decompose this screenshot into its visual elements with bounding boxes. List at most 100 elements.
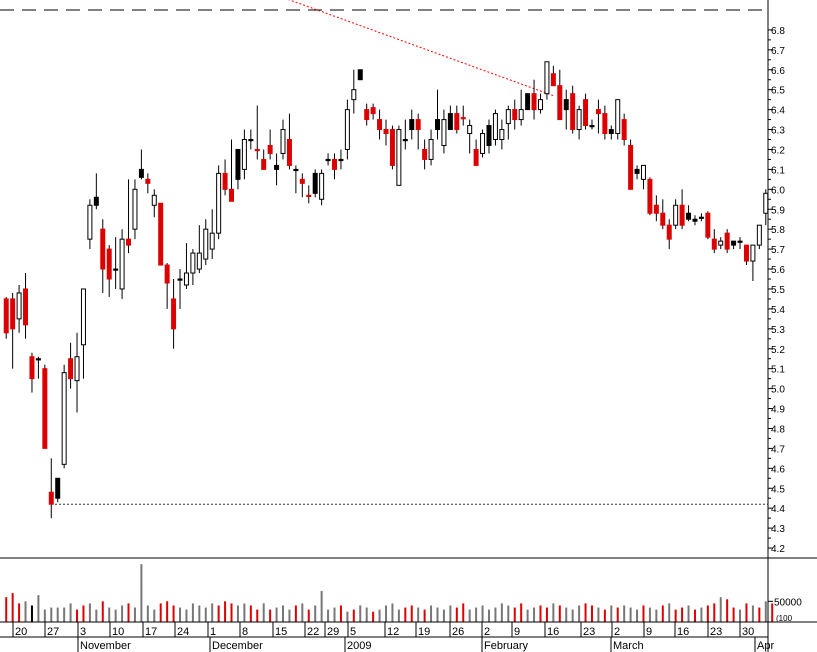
candle <box>673 199 679 230</box>
candle-body <box>473 148 479 166</box>
price-tick-label: 5.5 <box>771 285 785 296</box>
volume-bar <box>327 609 330 622</box>
candle-body <box>229 188 235 202</box>
volume-bar <box>153 609 156 622</box>
volume-bar <box>771 603 774 622</box>
candle <box>743 244 749 266</box>
volume-bar <box>320 591 323 622</box>
volume-bar <box>56 607 59 622</box>
candle-body <box>460 117 466 120</box>
price-tick-label: 4.5 <box>771 484 785 495</box>
candle <box>319 169 325 206</box>
candle-body <box>447 113 453 131</box>
candle-body <box>576 109 582 131</box>
candle-body <box>126 238 132 246</box>
date-label: 12 <box>387 626 399 638</box>
volume-bar <box>487 609 490 622</box>
volume-bars <box>5 564 774 622</box>
candle-body <box>100 228 106 270</box>
candle-body <box>80 288 86 346</box>
volume-bar <box>533 607 536 622</box>
volume-bar <box>558 605 561 622</box>
volume-bar <box>24 601 27 622</box>
date-label: 5 <box>350 626 356 638</box>
volume-bar <box>745 603 748 622</box>
date-label: 29 <box>327 626 339 638</box>
volume-bar <box>236 605 239 622</box>
volume-bar <box>262 603 265 622</box>
candle <box>608 125 614 140</box>
volume-bar <box>314 605 317 622</box>
candle-body <box>23 288 29 326</box>
candle-body <box>216 172 222 234</box>
candle-body <box>132 188 138 230</box>
volume-bar <box>681 607 684 622</box>
candle-body <box>415 119 421 131</box>
candle <box>454 105 460 134</box>
volume-bar <box>513 607 516 622</box>
candle-body <box>422 148 428 160</box>
volume-bar <box>693 609 696 622</box>
candle-body <box>647 178 653 214</box>
volume-bar <box>623 605 626 622</box>
candle <box>267 129 273 160</box>
candles <box>3 61 769 519</box>
candle <box>126 179 132 254</box>
date-label: 20 <box>15 626 27 638</box>
volume-bar <box>584 603 587 622</box>
volume-bar <box>455 607 458 622</box>
volume-bar <box>404 607 407 622</box>
candle-body <box>241 139 247 170</box>
volume-bar <box>655 609 658 622</box>
date-label: 30 <box>742 626 754 638</box>
candle-body <box>602 113 608 135</box>
price-tick-label: 6.2 <box>771 145 785 156</box>
candle-body <box>673 204 679 226</box>
volume-bar <box>500 603 503 622</box>
candle <box>512 99 518 130</box>
candle <box>460 105 466 126</box>
volume-bar <box>243 603 246 622</box>
candle <box>158 202 164 266</box>
volume-bar <box>719 597 722 622</box>
candle-body <box>686 212 692 220</box>
volume-bar <box>417 607 420 622</box>
candle-body <box>319 172 325 200</box>
volume-bar <box>648 607 651 622</box>
price-tick-label: 6.3 <box>771 126 785 137</box>
volume-bar <box>269 609 272 622</box>
candle-body <box>621 119 627 140</box>
candle <box>42 364 48 449</box>
candle-body <box>222 172 228 190</box>
candle <box>711 229 717 254</box>
volume-bar <box>133 607 136 622</box>
candle-body <box>190 252 196 274</box>
volume-bar <box>301 603 304 622</box>
candle <box>415 113 421 150</box>
candle-body <box>364 109 370 121</box>
candle-body <box>274 164 280 170</box>
candle-body <box>325 158 331 162</box>
volume-bar <box>282 605 285 622</box>
candle <box>666 219 672 250</box>
candle <box>351 69 357 114</box>
volume-bar <box>82 605 85 622</box>
candle <box>576 105 582 140</box>
candle-body <box>731 240 737 246</box>
candle <box>583 93 589 130</box>
volume-bar <box>185 609 188 622</box>
volume-bar <box>352 609 355 622</box>
candle-body <box>454 113 460 131</box>
candle-body <box>280 129 286 154</box>
candle <box>183 243 189 289</box>
date-label: 26 <box>452 626 464 638</box>
volume-bar <box>423 609 426 622</box>
candle <box>261 149 267 170</box>
date-label: 8 <box>242 626 248 638</box>
candle-body <box>254 148 260 152</box>
candle <box>486 119 492 154</box>
candle-body <box>595 109 601 115</box>
volume-bar <box>288 609 291 622</box>
volume-bar <box>18 603 21 622</box>
